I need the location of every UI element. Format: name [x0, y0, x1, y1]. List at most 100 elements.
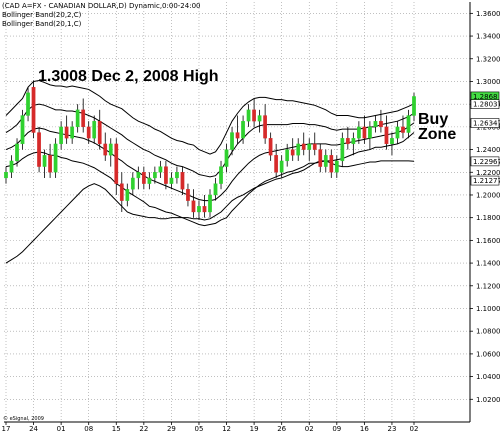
x-tick-label: 29: [167, 425, 176, 432]
price-tag: 1.2127771: [470, 175, 500, 186]
candle-body: [235, 132, 240, 139]
candle-body: [202, 206, 207, 213]
candle-up: [257, 109, 262, 133]
candle-down: [263, 104, 267, 144]
candle-up: [296, 138, 301, 161]
candle-up: [147, 172, 152, 190]
candle-body: [153, 172, 157, 179]
candle-body: [103, 143, 108, 156]
candle-up: [108, 138, 113, 167]
copyright-note: © eSignal, 2009: [3, 415, 44, 422]
candle-up: [390, 132, 394, 156]
candle-down: [235, 115, 240, 144]
candle-down: [252, 98, 256, 127]
price-tag-label: 1.2296749: [473, 158, 500, 166]
lower-band-line: [5, 160, 415, 264]
candle-up: [334, 155, 339, 178]
candle-body: [64, 126, 69, 139]
chart-header-symbol: (CAD A=FX - CANADIAN DOLLAR,D) Dynamic,0…: [2, 2, 200, 10]
candle-up: [357, 121, 361, 144]
candle-up: [373, 115, 378, 133]
candle-body: [20, 115, 25, 145]
candle-up: [70, 121, 75, 144]
candle-up: [230, 126, 234, 156]
candle-down: [268, 132, 273, 161]
candle-down: [119, 172, 124, 212]
price-tag-label: 1.2127771: [473, 177, 500, 185]
y-tick-label: 1.1800: [476, 214, 500, 222]
candle-up: [213, 177, 218, 201]
candle-body: [180, 172, 185, 190]
y-tick-label: 1.2200: [476, 169, 500, 177]
candles: [4, 80, 416, 220]
candle-up: [241, 115, 245, 144]
y-tick-label: 1.0600: [476, 350, 500, 358]
y-tick-label: 1.1600: [476, 237, 500, 245]
candle-down: [103, 132, 108, 161]
candle-down: [401, 115, 405, 139]
candle-body: [412, 96, 416, 116]
x-tick-label: 02: [305, 425, 314, 432]
x-tick-label: 16: [360, 425, 369, 432]
candle-body: [191, 200, 196, 213]
candle-body: [31, 86, 36, 133]
candle-body: [15, 143, 19, 162]
candle-down: [141, 166, 146, 190]
upper-band-line: [5, 80, 415, 155]
candle-body: [312, 143, 317, 150]
candle-body: [296, 143, 301, 156]
candle-body: [334, 160, 339, 173]
x-tick-label: 22: [139, 425, 148, 432]
candle-body: [86, 126, 91, 139]
candle-body: [263, 115, 267, 139]
candle-down: [384, 115, 389, 150]
candle-body: [70, 126, 75, 139]
price-tag-box: [470, 99, 500, 109]
candle-body: [37, 132, 41, 167]
upper-band-1-line: [5, 103, 415, 178]
price-tag-label: 1.2868: [473, 93, 498, 101]
candle-down: [64, 115, 69, 144]
candle-up: [208, 189, 212, 218]
buy-zone-label-line1: Buy: [418, 111, 448, 128]
candle-up: [9, 155, 14, 178]
price-tag-box: [470, 156, 500, 167]
candle-body: [362, 126, 367, 139]
candle-down: [48, 143, 52, 178]
candle-up: [4, 166, 8, 184]
candle-body: [175, 172, 179, 179]
y-tick-label: 1.1200: [476, 282, 500, 290]
y-tick-labels: 1.36001.34001.32001.30001.28001.26001.24…: [470, 10, 500, 404]
candle-body: [318, 149, 323, 167]
price-tag-label: 1.2803778: [473, 101, 500, 109]
candle-body: [59, 126, 63, 145]
price-tag: 1.2803778: [470, 99, 500, 109]
candle-body: [395, 126, 400, 139]
candle-body: [345, 138, 350, 145]
candle-body: [268, 138, 273, 156]
candle-down: [202, 194, 207, 218]
y-tick-label: 1.3400: [476, 33, 500, 41]
legend-bollinger-20-2: Bollinger Band(20,2,C): [2, 11, 82, 19]
candle-up: [26, 87, 30, 122]
candle-body: [390, 138, 394, 145]
candle-down: [345, 126, 350, 150]
candle-body: [4, 172, 8, 179]
candle-up: [20, 109, 25, 150]
candle-body: [169, 177, 174, 184]
candle-up: [395, 121, 400, 144]
y-tick-label: 1.2000: [476, 191, 500, 199]
candle-body: [136, 172, 141, 179]
candle-body: [368, 126, 372, 139]
candle-body: [307, 143, 312, 150]
candle-body: [130, 177, 135, 190]
candle-up: [169, 172, 174, 190]
candle-up: [75, 104, 80, 133]
candle-up: [340, 132, 345, 167]
candle-body: [384, 126, 389, 145]
candle-body: [97, 121, 102, 145]
buy-zone-label-line2: Zone: [418, 126, 456, 143]
candle-down: [186, 183, 190, 207]
candle-up: [130, 172, 135, 195]
candle-body: [279, 160, 284, 173]
